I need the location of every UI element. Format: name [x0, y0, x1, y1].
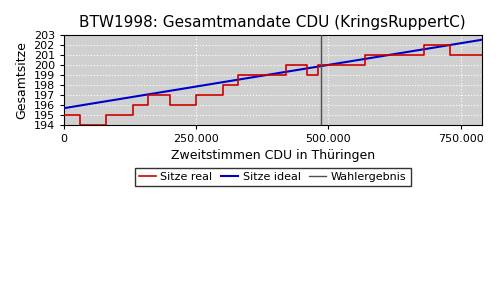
Legend: Sitze real, Sitze ideal, Wahlergebnis: Sitze real, Sitze ideal, Wahlergebnis	[135, 168, 410, 186]
X-axis label: Zweitstimmen CDU in Thüringen: Zweitstimmen CDU in Thüringen	[170, 149, 375, 162]
Title: BTW1998: Gesamtmandate CDU (KringsRuppertC): BTW1998: Gesamtmandate CDU (KringsRupper…	[80, 15, 466, 30]
Y-axis label: Gesamtsitze: Gesamtsitze	[15, 41, 28, 119]
